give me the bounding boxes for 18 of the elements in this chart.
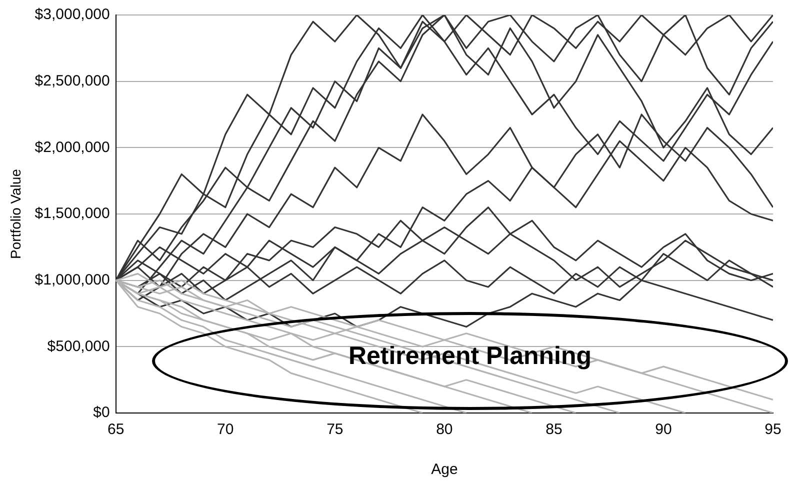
y-tick-label: $500,000 [47, 338, 110, 355]
x-axis-title: Age [431, 461, 458, 478]
annotation: Retirement Planning [348, 342, 592, 370]
x-tick-label: 85 [546, 421, 562, 438]
y-tick-label: $2,500,000 [34, 72, 110, 90]
y-tick-label: $0 [93, 404, 110, 422]
y-tick-label: $3,000,000 [34, 6, 110, 24]
x-tick-label: 90 [655, 421, 672, 438]
x-tick-label: 95 [764, 421, 782, 438]
y-axis-title: Portfolio Value [7, 168, 24, 260]
x-tick-label: 80 [436, 421, 453, 438]
x-tick-label: 75 [326, 421, 344, 438]
y-tick-label: $1,500,000 [34, 205, 110, 222]
ellipse-outline: Retirement Planning [152, 312, 788, 410]
x-tick-label: 70 [217, 421, 234, 438]
y-tick-label: $2,000,000 [34, 138, 110, 156]
x-tick-label: 65 [108, 421, 124, 438]
y-tick-label: $1,000,000 [34, 271, 110, 288]
